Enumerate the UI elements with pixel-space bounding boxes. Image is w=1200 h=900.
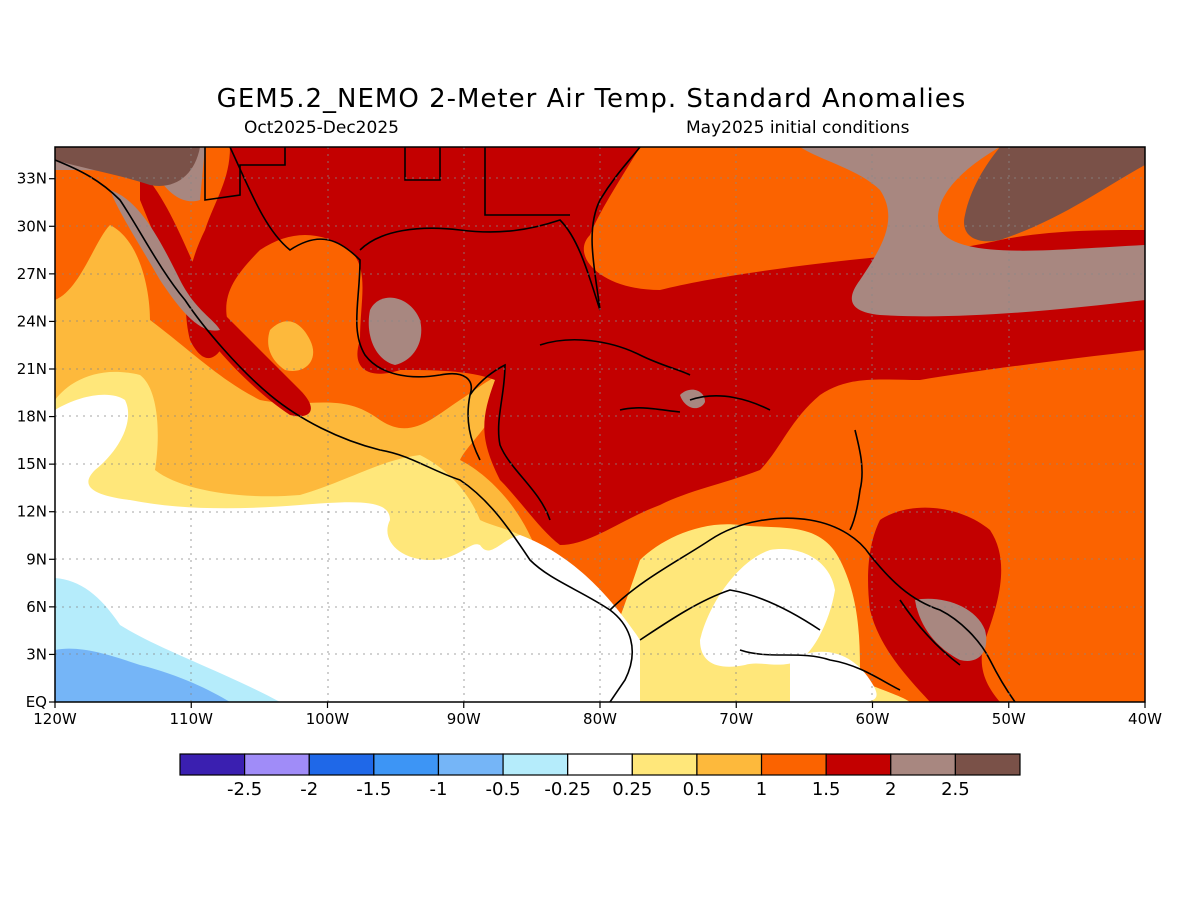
lon-axis: 120W 110W 100W 90W 80W 70W 60W 50W 40W xyxy=(33,702,1162,728)
lon-tick-label: 70W xyxy=(719,710,753,728)
lat-tick-label: 18N xyxy=(17,408,47,426)
lon-tick-label: 40W xyxy=(1128,710,1162,728)
lat-tick-label: 30N xyxy=(17,217,47,235)
legend-label: 0.5 xyxy=(683,779,712,800)
legend-label: -1.5 xyxy=(356,779,391,800)
legend-label: 0.25 xyxy=(612,779,652,800)
legend-label: 1.5 xyxy=(812,779,841,800)
legend-label: -0.5 xyxy=(486,779,521,800)
legend-swatch xyxy=(308,753,375,776)
lon-tick-label: 60W xyxy=(856,710,890,728)
legend-label: -2 xyxy=(300,779,318,800)
lat-tick-label: 24N xyxy=(17,312,47,330)
lon-tick-label: 120W xyxy=(33,710,77,728)
region-anomaly-2-2.5-gulf xyxy=(368,297,422,365)
lon-tick-label: 110W xyxy=(170,710,214,728)
lon-tick-label: 80W xyxy=(583,710,617,728)
lat-tick-label: 9N xyxy=(26,550,47,568)
legend-swatch xyxy=(437,753,504,776)
lat-tick-label: 27N xyxy=(17,265,47,283)
region-anomaly-2-2.5-guiana xyxy=(915,598,987,661)
legend-swatch xyxy=(179,753,246,776)
region-anomaly-over-2.5-nw xyxy=(55,147,200,186)
lon-tick-label: 50W xyxy=(992,710,1026,728)
region-anomaly-neg-0.5 xyxy=(55,648,230,702)
color-legend: -2.5 -2 -1.5 -1 -0.5 -0.25 0.25 0.5 1 1.5 2 2.5 xyxy=(179,753,1021,800)
legend-label: -2.5 xyxy=(227,779,262,800)
lon-tick-label: 100W xyxy=(306,710,350,728)
legend-swatch xyxy=(954,753,1021,776)
legend-label: 1 xyxy=(756,779,767,800)
legend-swatch xyxy=(890,753,956,776)
forecast-period: Oct2025-Dec2025 xyxy=(244,118,399,138)
coastlines xyxy=(55,147,1016,702)
lat-tick-label: 33N xyxy=(17,170,47,188)
lat-tick-label: EQ xyxy=(26,693,47,711)
legend-label: 2.5 xyxy=(941,779,970,800)
legend-swatch xyxy=(631,753,698,776)
legend-label: -0.25 xyxy=(544,779,591,800)
lat-tick-label: 6N xyxy=(26,598,47,616)
map-title: GEM5.2_NEMO 2-Meter Air Temp. Standard A… xyxy=(216,84,967,114)
legend-swatch xyxy=(760,753,827,776)
lat-tick-label: 12N xyxy=(17,503,47,521)
lon-tick-label: 90W xyxy=(447,710,481,728)
region-anomaly-neutral-sa xyxy=(700,549,835,667)
region-anomaly-2-2.5-baja xyxy=(110,190,220,331)
lat-axis: EQ 3N 6N 9N 12N 15N 18N 21N 24N 27N 30N 33N xyxy=(17,170,55,711)
lat-tick-label: 21N xyxy=(17,360,47,378)
region-anomaly-1.5-2 xyxy=(185,147,1145,545)
region-anomaly-2-2.5 xyxy=(800,147,1145,317)
lat-tick-label: 3N xyxy=(26,645,47,663)
anomaly-field xyxy=(55,147,1145,702)
legend-label: -1 xyxy=(429,779,447,800)
legend-swatch xyxy=(373,753,440,776)
legend-label: 2 xyxy=(885,779,896,800)
legend-swatch xyxy=(244,753,310,776)
legend-swatch xyxy=(825,753,892,776)
initial-conditions: May2025 initial conditions xyxy=(686,118,910,138)
legend-swatch xyxy=(696,753,763,776)
region-anomaly-neutral xyxy=(55,394,640,702)
legend-swatch xyxy=(567,753,633,776)
lat-tick-label: 15N xyxy=(17,455,47,473)
region-anomaly-1.5-2-coast xyxy=(140,170,311,417)
region-anomaly-0.5-1-mexico xyxy=(268,321,314,371)
legend-swatch xyxy=(502,753,569,776)
region-anomaly-neutral-sa2 xyxy=(790,651,877,702)
